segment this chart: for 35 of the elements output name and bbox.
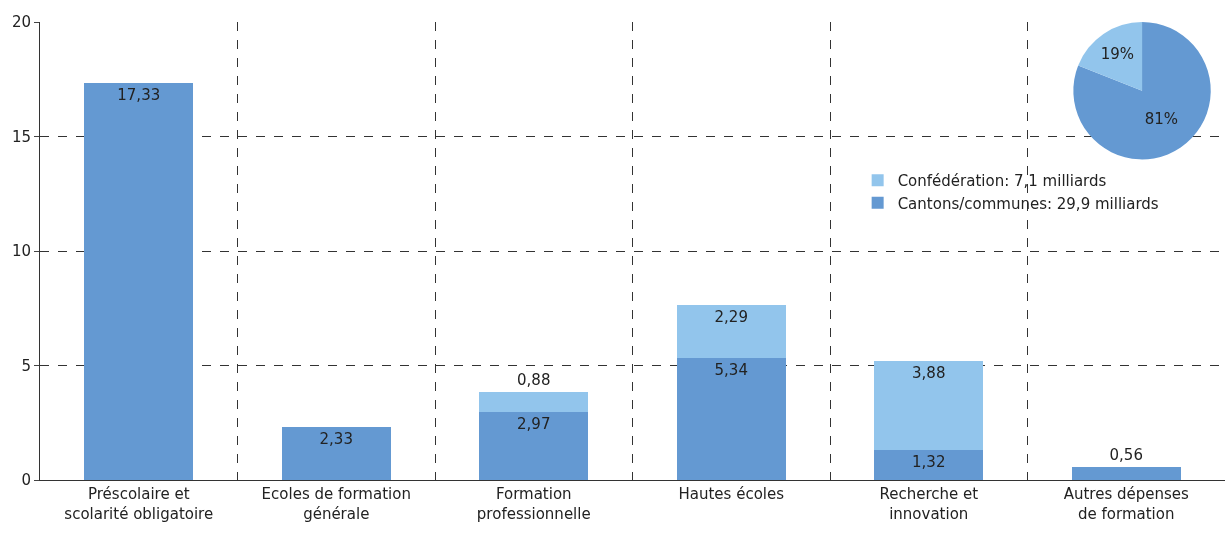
pie-slice: [1073, 22, 1211, 160]
x-tick-label: Autres dépenses de formation: [1063, 485, 1190, 523]
y-tick-label: 15: [11, 127, 31, 146]
x-tick-label: Ecoles de formation générale: [261, 485, 411, 523]
text: 2,97: [517, 414, 551, 433]
bar: [479, 411, 589, 480]
text: 17,33: [117, 86, 161, 105]
bar: [874, 360, 984, 450]
data-label: 19%: [1100, 45, 1134, 64]
y-tick-label: 0: [21, 471, 31, 490]
text: 2,29: [714, 308, 748, 327]
x-tick-label: Recherche et innovation: [879, 485, 979, 523]
text: 2,33: [319, 429, 353, 448]
data-label: 81%: [1144, 110, 1179, 129]
y-tick-label: 10: [11, 242, 31, 261]
y-tick-label: 5: [21, 356, 31, 375]
bar: [676, 357, 786, 480]
bar: [676, 305, 786, 358]
text: 1,32: [912, 452, 946, 471]
x-tick-label: Formation professionnelle: [476, 485, 591, 523]
x-tick-label: Préscolaire et scolarité obligatoire: [64, 485, 214, 523]
legend-label: Confédération: 7,1 milliards: [897, 172, 1107, 191]
bar: [281, 426, 391, 480]
text: 5,34: [714, 360, 748, 379]
y-tick-label: 20: [11, 13, 31, 32]
legend-label: Cantons/communes: 29,9 milliards: [897, 194, 1159, 213]
bar: [479, 391, 589, 412]
bar: [84, 83, 194, 480]
pie-slice: [1078, 22, 1143, 91]
x-tick-label: Hautes écoles: [678, 485, 785, 503]
text: 0,56: [1109, 446, 1143, 465]
bar: [874, 449, 984, 480]
bar: [1071, 467, 1181, 480]
text: 0,88: [517, 370, 551, 389]
text: 3,88: [912, 363, 946, 382]
